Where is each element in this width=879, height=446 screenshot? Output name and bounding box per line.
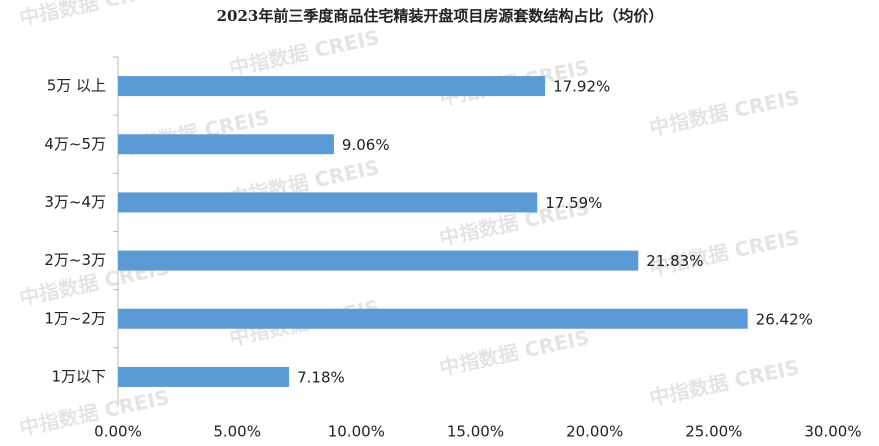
watermark: 中指数据 CREIS [437, 325, 591, 380]
y-tick-label: 5万 以上 [47, 77, 106, 95]
x-tick-label: 30.00% [804, 423, 861, 441]
data-label: 17.92% [553, 78, 610, 96]
x-tick-label: 10.00% [328, 423, 385, 441]
watermark: 中指数据 CREIS [647, 355, 801, 410]
bar [118, 192, 538, 213]
chart-title: 2023年前三季度商品住宅精装开盘项目房源套数结构占比（均价） [217, 7, 664, 25]
y-tick-label: 4万~5万 [44, 135, 106, 153]
x-tick-label: 25.00% [685, 423, 742, 441]
bar [118, 308, 748, 329]
x-tick-label: 20.00% [566, 423, 623, 441]
data-label: 26.42% [756, 310, 813, 328]
bar [118, 250, 639, 271]
data-label: 9.06% [342, 136, 390, 154]
y-tick-label: 2万~3万 [44, 251, 106, 269]
bar [118, 76, 546, 97]
y-tick-label: 3万~4万 [44, 193, 106, 211]
x-tick-label: 0.00% [94, 423, 142, 441]
watermark: 中指数据 CREIS [227, 25, 381, 80]
y-tick-label: 1万以下 [51, 367, 106, 385]
watermark: 中指数据 CREIS [17, 0, 171, 30]
data-label: 7.18% [297, 368, 345, 386]
data-label: 21.83% [646, 252, 703, 270]
bar [118, 366, 290, 387]
data-label: 17.59% [545, 194, 602, 212]
x-tick-label: 15.00% [447, 423, 504, 441]
watermark: 中指数据 CREIS [647, 85, 801, 140]
x-tick-label: 5.00% [213, 423, 261, 441]
bar [118, 134, 334, 155]
y-tick-label: 1万~2万 [44, 309, 106, 327]
